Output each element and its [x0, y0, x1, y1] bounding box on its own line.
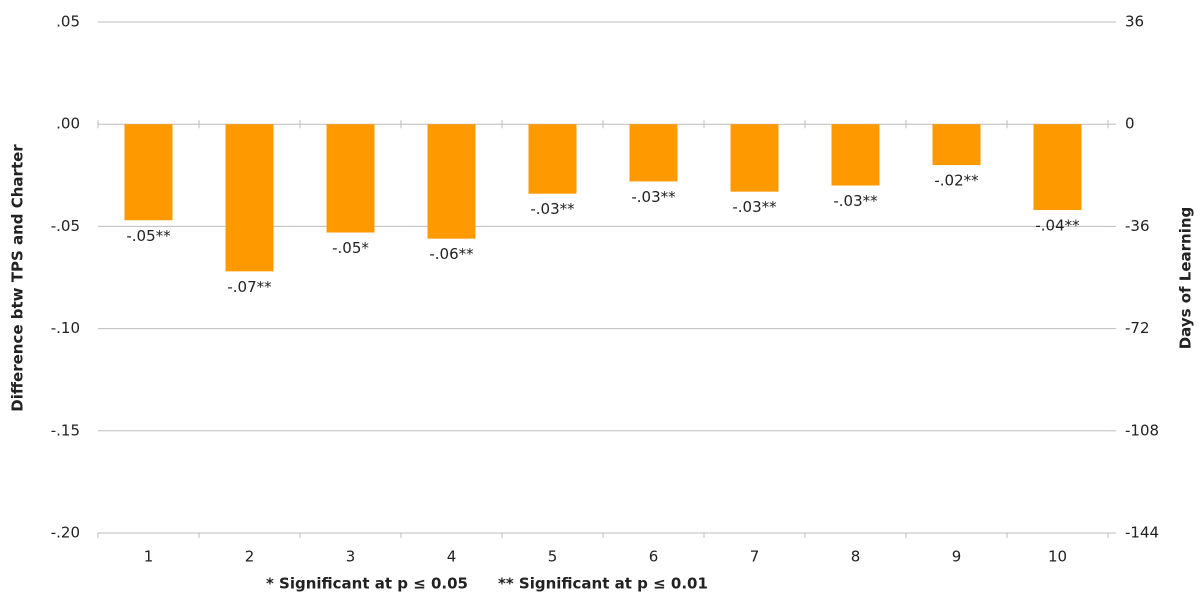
y2-tick-label: -72 — [1125, 319, 1150, 337]
bar — [225, 124, 274, 272]
value-label: -.05** — [126, 227, 171, 245]
bar — [831, 124, 880, 186]
note: ** Significant at p ≤ 0.01 — [498, 575, 708, 593]
x-tick-label: 3 — [346, 548, 356, 566]
value-label: -.06** — [429, 245, 474, 263]
y-tick-label: -.10 — [51, 319, 80, 337]
value-label: -.03** — [833, 192, 878, 210]
x-tick-label: 7 — [750, 548, 760, 566]
bar — [427, 124, 476, 239]
value-label: -.03** — [732, 198, 777, 216]
value-label: -.07** — [227, 278, 272, 296]
bar — [326, 124, 375, 233]
y-tick-label: -.05 — [51, 217, 80, 235]
x-tick-label: 9 — [952, 548, 962, 566]
note: * Significant at p ≤ 0.05 — [266, 575, 468, 593]
y2-tick-label: 0 — [1125, 115, 1135, 133]
bar — [124, 124, 173, 221]
bar — [730, 124, 779, 192]
bar — [932, 124, 981, 166]
y-tick-label: .00 — [56, 115, 80, 133]
x-tick-label: 10 — [1048, 548, 1067, 566]
x-tick-label: 2 — [245, 548, 255, 566]
y-axis-label: Difference btw TPS and Charter — [9, 144, 27, 412]
bar — [528, 124, 577, 194]
y-tick-label: -.15 — [51, 421, 80, 439]
x-tick-label: 4 — [447, 548, 457, 566]
value-label: -.03** — [631, 188, 676, 206]
y2-tick-label: -108 — [1125, 421, 1159, 439]
y2-tick-label: -144 — [1125, 524, 1159, 542]
value-label: -.03** — [530, 200, 575, 218]
value-label: -.04** — [1035, 217, 1080, 235]
x-tick-label: 8 — [851, 548, 861, 566]
value-label: -.05* — [332, 239, 369, 257]
y-tick-label: .05 — [56, 13, 80, 31]
y2-tick-label: -36 — [1125, 217, 1150, 235]
x-tick-label: 6 — [649, 548, 659, 566]
bar — [629, 124, 678, 182]
x-tick-label: 5 — [548, 548, 558, 566]
y2-axis-label: Days of Learning — [1177, 207, 1195, 350]
bar — [1033, 124, 1082, 211]
value-label: -.02** — [934, 172, 979, 190]
x-tick-label: 1 — [144, 548, 154, 566]
y2-tick-label: 36 — [1125, 13, 1144, 31]
y-tick-label: -.20 — [51, 524, 80, 542]
